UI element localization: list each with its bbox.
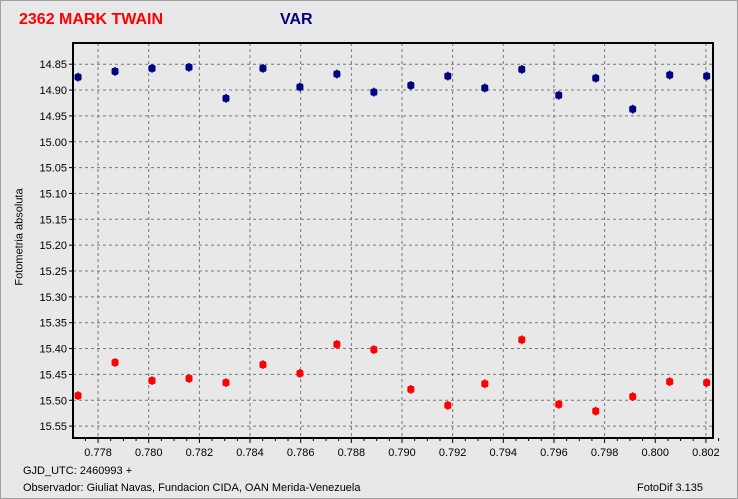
x-tick-label: 0.778	[84, 447, 112, 459]
var-star-point	[370, 88, 378, 96]
var-star-point	[444, 72, 452, 80]
var-star-point	[481, 84, 489, 92]
comparison-star-point	[296, 369, 304, 377]
comparison-star-point	[74, 392, 82, 400]
var-star-point	[592, 74, 600, 82]
comparison-star-point	[629, 393, 637, 401]
var-star-point	[111, 67, 119, 75]
var-star-point	[333, 70, 341, 78]
x-tick-label: 0.782	[186, 447, 214, 459]
var-star-point	[296, 83, 304, 91]
comparison-star-point	[185, 375, 193, 383]
y-tick-label: 15.20	[39, 240, 67, 252]
comparison-star-title: 2362 MARK TWAIN	[19, 11, 164, 28]
comparison-star-point	[370, 346, 378, 354]
var-star-point	[666, 71, 674, 79]
var-star-point	[407, 81, 415, 89]
y-tick-label: 15.10	[39, 188, 67, 200]
var-star-point	[629, 105, 637, 113]
comparison-star-point	[555, 400, 563, 408]
comparison-star-point	[666, 378, 674, 386]
comparison-star-point	[518, 336, 526, 344]
x-tick-label: 0.800	[641, 447, 669, 459]
x-tick-label: 0.790	[388, 447, 416, 459]
comparison-star-point	[407, 385, 415, 393]
y-tick-label: 15.50	[39, 395, 67, 407]
var-star-point	[703, 72, 711, 80]
x-tick-label: 0.796	[540, 447, 568, 459]
var-star-point	[148, 64, 156, 72]
var-star-point	[555, 91, 563, 99]
comparison-star-point	[444, 401, 452, 409]
x-tick-label: 0.794	[490, 447, 518, 459]
x-tick-label: 0.802	[692, 447, 720, 459]
y-tick-label: 14.85	[39, 59, 67, 71]
comparison-star-point	[111, 359, 119, 367]
var-star-point	[185, 63, 193, 71]
gjd-label: GJD_UTC: 2460993 +	[23, 465, 133, 477]
y-tick-label: 14.90	[39, 85, 67, 97]
var-star-point	[74, 73, 82, 81]
comparison-star-point	[333, 340, 341, 348]
x-tick-label: 0.798	[591, 447, 619, 459]
software-version: FotoDif 3.135	[637, 482, 704, 494]
x-tick-label: 0.792	[439, 447, 467, 459]
y-tick-label: 15.40	[39, 344, 67, 356]
var-star-point	[259, 64, 267, 72]
comparison-star-point	[259, 361, 267, 369]
y-tick-label: 15.05	[39, 163, 67, 175]
y-tick-label: 15.25	[39, 266, 67, 278]
comparison-star-point	[481, 380, 489, 388]
y-tick-label: 15.00	[39, 137, 67, 149]
x-tick-label: 0.786	[287, 447, 315, 459]
plot-frame	[72, 42, 714, 439]
y-tick-label: 15.35	[39, 318, 67, 330]
y-tick-label: 14.95	[39, 111, 67, 123]
y-tick-label: 15.55	[39, 421, 67, 433]
y-tick-label: 15.30	[39, 292, 67, 304]
variable-title: VAR	[280, 11, 313, 28]
comparison-star-point	[222, 379, 230, 387]
comparison-star-point	[148, 377, 156, 385]
comparison-star-point	[592, 407, 600, 415]
x-tick-label: 0.788	[338, 447, 366, 459]
var-star-point	[518, 65, 526, 73]
observer-label: Observador: Giuliat Navas, Fundacion CID…	[23, 482, 361, 494]
x-tick-label: 0.780	[135, 447, 163, 459]
x-tick-label: 0.784	[236, 447, 264, 459]
comparison-star-point	[703, 379, 711, 387]
y-tick-label: 15.15	[39, 214, 67, 226]
var-star-point	[222, 94, 230, 102]
plot-area	[73, 43, 713, 438]
y-tick-label: 15.45	[39, 369, 67, 381]
